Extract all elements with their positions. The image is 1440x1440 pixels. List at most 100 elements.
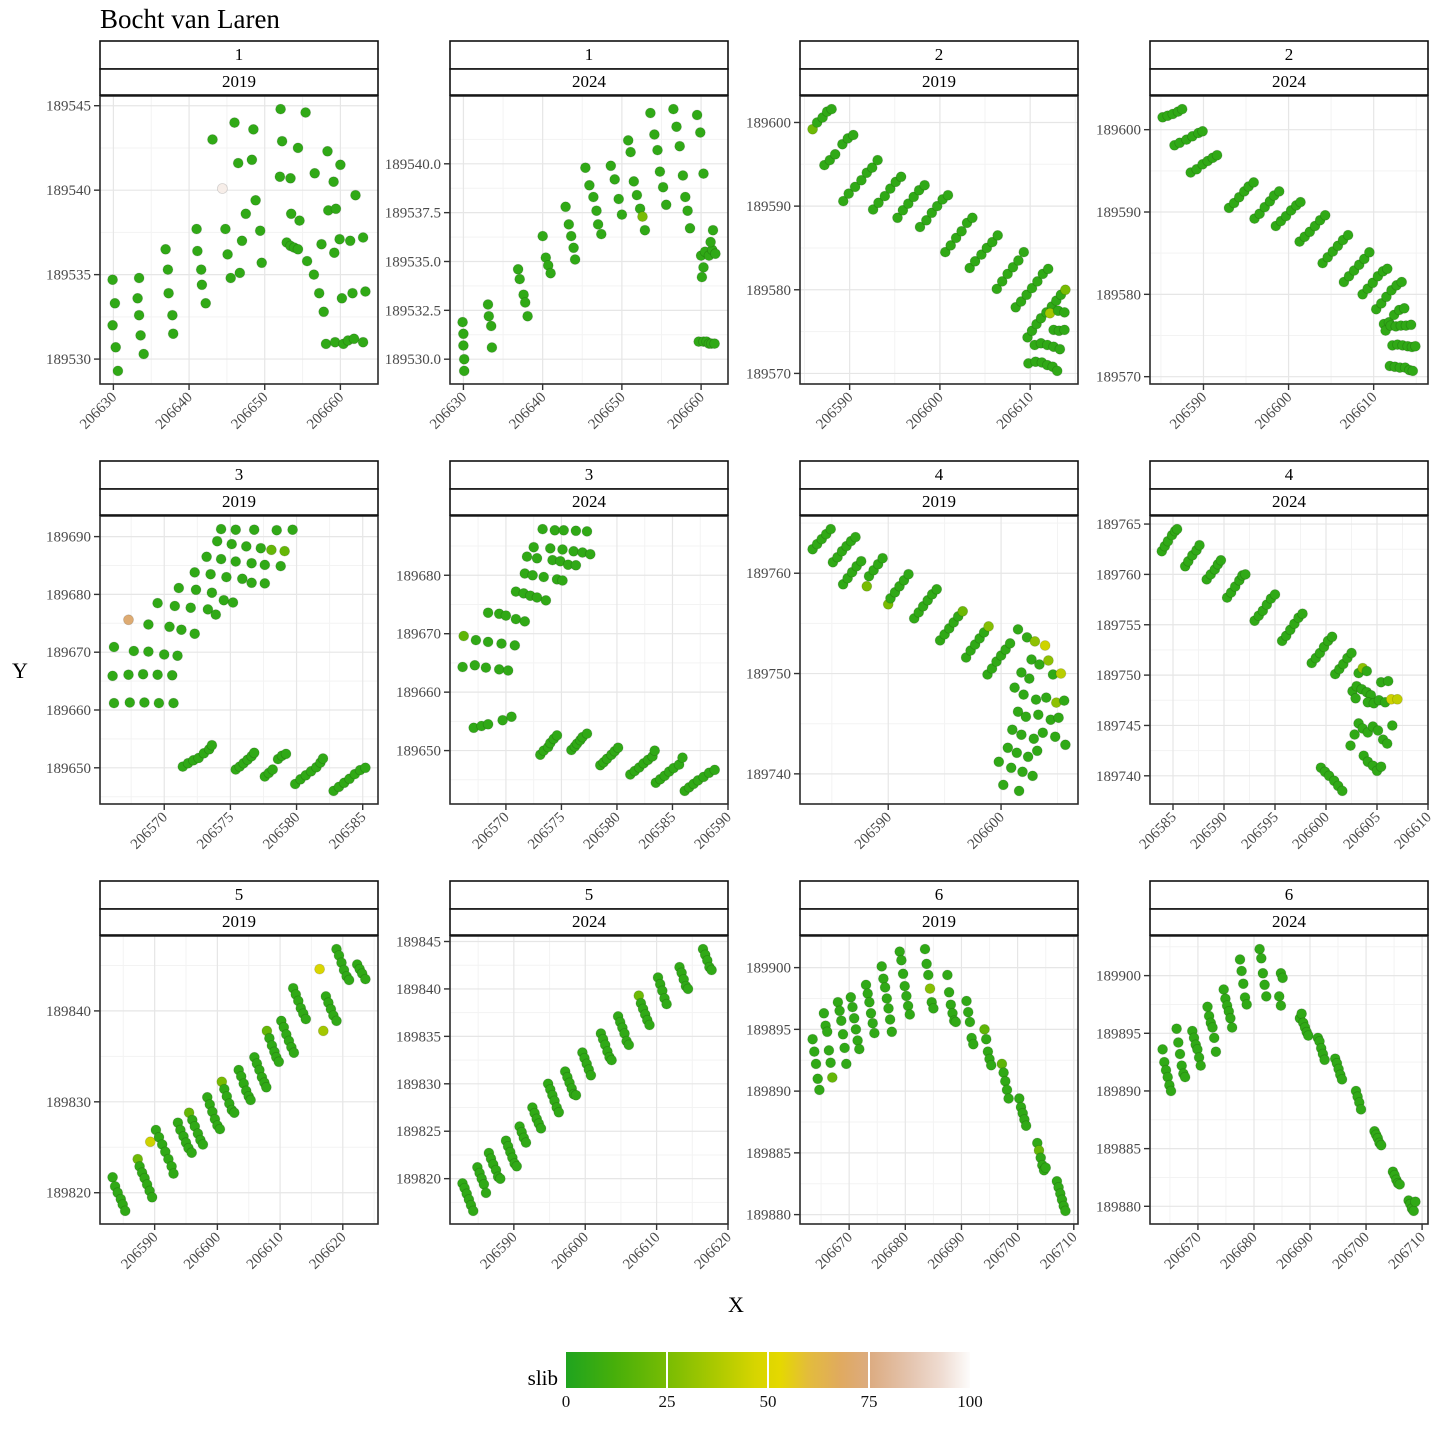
x-tick-label: 206690 [925, 1230, 968, 1273]
data-point [975, 249, 987, 261]
data-point [229, 117, 240, 128]
data-point [585, 1069, 597, 1081]
strip-group: 3 [449, 460, 729, 490]
x-tick-label: 206690 [1274, 1230, 1317, 1273]
legend-tick-value: 100 [957, 1392, 983, 1411]
data-point [234, 267, 246, 279]
data-point [528, 541, 540, 553]
data-point [1058, 695, 1070, 707]
data-point [860, 979, 872, 991]
data-point [1224, 1012, 1236, 1024]
data-point [123, 614, 134, 626]
data-point [470, 634, 482, 646]
x-tick-label: 206585 [636, 810, 679, 853]
data-point [684, 222, 696, 234]
data-point [1319, 209, 1331, 221]
data-point [309, 167, 321, 179]
data-point [527, 569, 539, 581]
x-tick-label: 206595 [1239, 810, 1282, 853]
strip-year: 2024 [1149, 908, 1429, 936]
data-point [1215, 554, 1227, 566]
data-point [502, 665, 514, 676]
panel-border [1149, 515, 1429, 805]
y-tick-label: 189680 [396, 568, 441, 584]
data-point [881, 993, 893, 1004]
data-point [133, 309, 145, 321]
data-point [644, 107, 656, 119]
data-point [897, 968, 909, 980]
strip-group-label: 4 [935, 465, 944, 484]
data-point [545, 267, 557, 279]
data-point [1009, 682, 1021, 694]
data-point [482, 607, 494, 619]
data-point [853, 1043, 865, 1055]
data-point [908, 191, 920, 203]
data-point [845, 991, 857, 1003]
data-point [696, 271, 708, 283]
data-point [483, 310, 495, 322]
data-point [605, 160, 617, 172]
y-tick-label: 189825 [396, 1124, 441, 1140]
data-point [625, 146, 637, 158]
data-point [921, 958, 933, 970]
data-point [707, 224, 719, 236]
y-tick-label: 189670 [396, 627, 441, 643]
data-point [856, 174, 867, 186]
data-point [606, 1054, 618, 1066]
data-point [996, 1058, 1008, 1070]
data-point [613, 193, 625, 205]
data-point [135, 329, 146, 341]
data-point [1273, 991, 1285, 1002]
x-tick-label: 206590 [1188, 810, 1231, 853]
points-layer [107, 523, 371, 797]
x-tick-label: 206680 [869, 1230, 912, 1273]
grid-minor [450, 516, 728, 804]
strip-group-label: 2 [935, 45, 944, 64]
x-tick-label: 206580 [260, 810, 303, 853]
data-point [485, 320, 497, 332]
data-point [486, 342, 498, 353]
y-tick-label: 189530.0 [386, 352, 441, 368]
data-point [300, 1013, 312, 1025]
data-point [317, 753, 329, 764]
y-tick-label: 189750 [746, 667, 791, 683]
data-point [1218, 984, 1230, 995]
facet-grid: 1 2019 206630 206640 206650 206660 189530 18953… [36, 40, 1436, 1300]
points-layer [1157, 103, 1421, 377]
data-point [248, 524, 260, 536]
data-point [169, 600, 181, 612]
data-point [920, 214, 932, 226]
data-point [247, 124, 259, 135]
data-point [872, 154, 884, 166]
strip-year: 2024 [1149, 488, 1429, 516]
data-point [107, 1171, 118, 1183]
data-point [1171, 1023, 1182, 1035]
data-point [1319, 1054, 1331, 1066]
data-point [1018, 246, 1030, 258]
x-axis: 206590 206600 [852, 804, 1008, 853]
y-tick-label: 189890 [746, 1084, 791, 1100]
data-point [480, 662, 492, 674]
y-tick-label: 189760 [746, 566, 791, 582]
x-tick-label: 206600 [904, 390, 947, 433]
data-point [1236, 965, 1248, 977]
data-point [840, 1058, 852, 1070]
data-point [1037, 727, 1049, 739]
data-point [967, 1038, 979, 1050]
data-point [1349, 729, 1361, 740]
data-point [1005, 762, 1017, 774]
data-point [1007, 261, 1019, 273]
data-point [914, 221, 926, 233]
data-point [950, 232, 962, 244]
data-point [682, 983, 694, 995]
data-point [108, 641, 120, 653]
facet-5-2019: 5 2019 206590 206600 206610 206620 189820 18983… [36, 880, 386, 1300]
data-point [622, 135, 634, 146]
data-point [1277, 972, 1289, 984]
x-tick-label: 206570 [128, 810, 171, 853]
y-axis: 189650 189660 189670 189680 189690 [46, 530, 100, 777]
strip-group-label: 6 [935, 885, 944, 904]
grid-major [800, 936, 1078, 1224]
y-tick-label: 189745 [1096, 718, 1141, 734]
data-point [246, 154, 258, 166]
